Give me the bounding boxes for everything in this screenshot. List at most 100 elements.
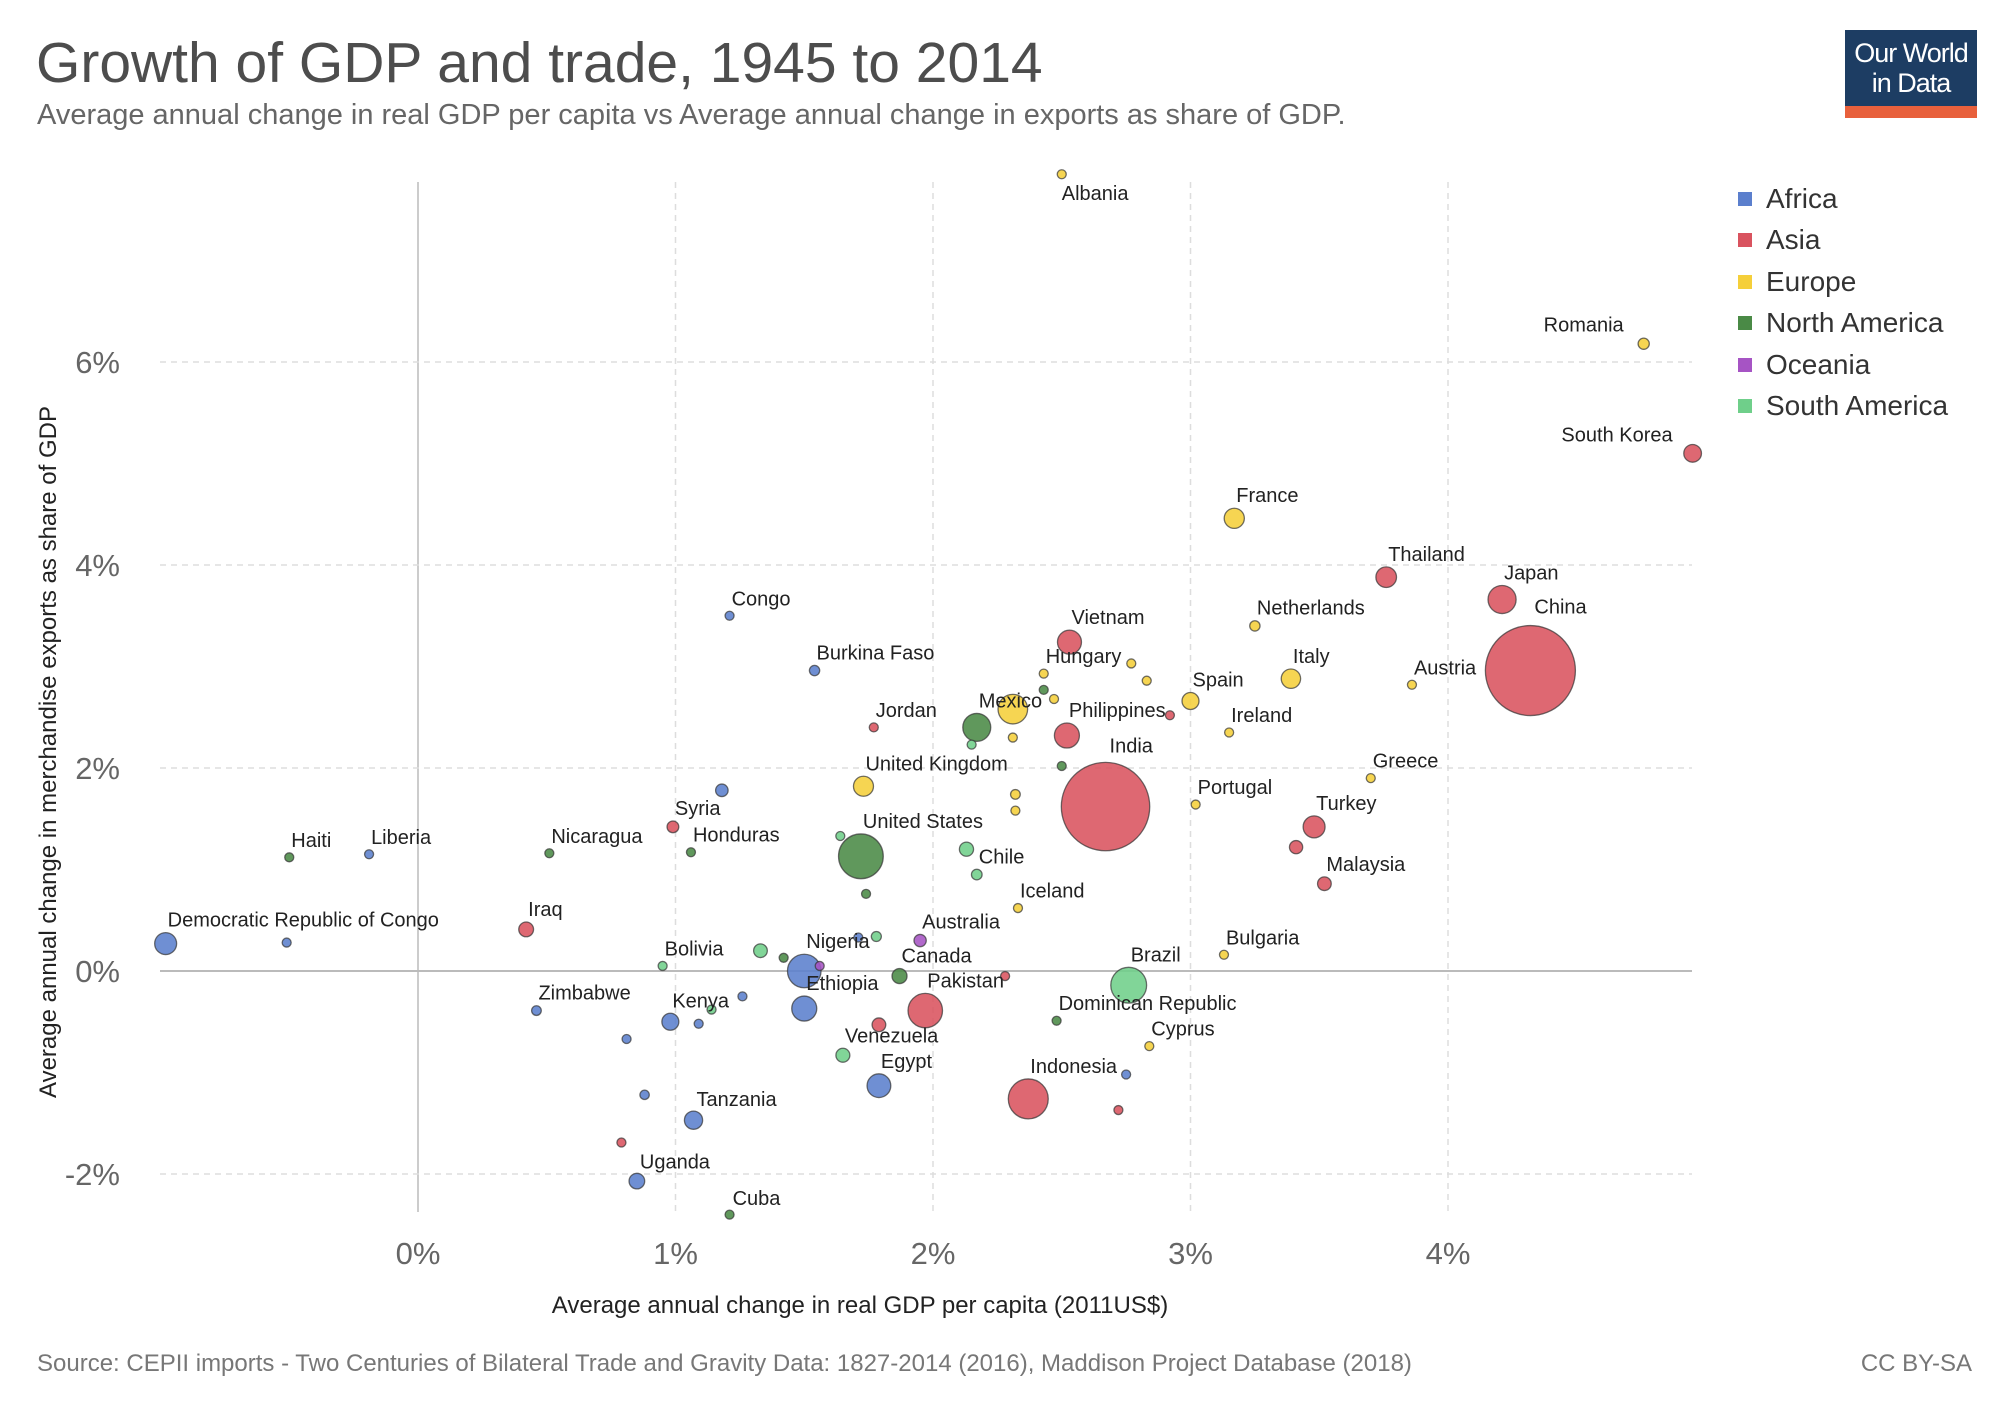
data-point[interactable] (737, 991, 748, 1002)
data-point-thailand[interactable] (1375, 566, 1398, 589)
data-point-cyprus[interactable] (1144, 1040, 1155, 1052)
data-point-haiti[interactable] (284, 852, 295, 863)
owid-logo[interactable]: Our World in Data (1845, 30, 1977, 118)
legend-item-south-america[interactable]: South America (1738, 386, 1948, 428)
logo-line-2: in Data (1871, 68, 1952, 98)
legend-item-asia[interactable]: Asia (1738, 220, 1948, 262)
point-label: Hungary (1046, 646, 1122, 668)
data-point[interactable] (853, 932, 864, 943)
legend-item-africa[interactable]: Africa (1738, 178, 1948, 220)
license-link[interactable]: CC BY-SA (1860, 1350, 1972, 1377)
point-label: Dominican Republic (1059, 993, 1237, 1015)
data-point-cuba[interactable] (724, 1209, 735, 1220)
data-point-italy[interactable] (1280, 668, 1302, 690)
data-point[interactable] (1141, 675, 1152, 686)
data-point[interactable] (1164, 710, 1176, 721)
data-point-ireland[interactable] (1223, 727, 1235, 738)
data-point-south-korea[interactable] (1683, 443, 1703, 463)
data-point[interactable] (752, 943, 768, 959)
data-point[interactable] (714, 783, 729, 798)
point-label: Congo (732, 588, 791, 610)
data-point-india[interactable] (1060, 761, 1151, 852)
data-point-honduras[interactable] (685, 847, 697, 858)
data-point[interactable] (958, 841, 975, 857)
x-tick-label: 3% (1168, 1236, 1213, 1271)
data-point-iceland[interactable] (1012, 902, 1024, 914)
data-point[interactable] (870, 930, 882, 943)
data-point[interactable] (621, 1033, 632, 1045)
data-point-nicaragua[interactable] (544, 848, 555, 859)
data-point-france[interactable] (1223, 507, 1246, 530)
data-point[interactable] (999, 970, 1011, 982)
data-point[interactable] (966, 739, 977, 750)
data-point[interactable] (871, 1017, 887, 1033)
data-point-vietnam[interactable] (1056, 629, 1083, 655)
data-point-democratic-republic-of-congo[interactable] (154, 931, 178, 956)
data-point-albania[interactable] (1056, 169, 1067, 180)
data-point[interactable] (1113, 1104, 1124, 1116)
data-point-indonesia[interactable] (1007, 1078, 1049, 1120)
data-point[interactable] (778, 952, 789, 963)
data-point-hungary[interactable] (1038, 668, 1049, 679)
data-point-tanzania[interactable] (683, 1110, 704, 1130)
data-point-united-states[interactable] (837, 833, 884, 880)
data-point[interactable] (1126, 658, 1137, 669)
data-point-japan[interactable] (1487, 584, 1517, 615)
data-point[interactable] (1007, 732, 1018, 743)
data-point-zimbabwe[interactable] (530, 1005, 542, 1017)
data-point[interactable] (835, 830, 846, 842)
data-point[interactable] (706, 1004, 717, 1015)
data-point-iraq[interactable] (518, 921, 535, 938)
data-point[interactable] (1056, 760, 1067, 772)
data-point-brazil[interactable] (1110, 966, 1148, 1004)
data-point-china[interactable] (1484, 624, 1577, 717)
data-point[interactable] (997, 693, 1029, 725)
data-point-greece[interactable] (1365, 773, 1376, 784)
data-point[interactable] (860, 888, 872, 900)
data-point[interactable] (1288, 839, 1304, 855)
data-point-united-kingdom[interactable] (852, 775, 875, 797)
data-point[interactable] (1010, 805, 1021, 816)
data-point-bolivia[interactable] (657, 960, 668, 972)
data-point-congo[interactable] (724, 610, 735, 621)
data-point-chile[interactable] (970, 868, 983, 881)
data-point-uganda[interactable] (628, 1172, 646, 1190)
data-point-burkina-faso[interactable] (808, 664, 821, 677)
data-point-austria[interactable] (1406, 679, 1418, 690)
legend-item-europe[interactable]: Europe (1738, 261, 1948, 303)
data-point[interactable] (693, 1018, 704, 1029)
data-point-turkey[interactable] (1302, 815, 1326, 839)
data-point-mexico[interactable] (962, 712, 992, 743)
data-point-ethiopia[interactable] (791, 995, 818, 1022)
data-point[interactable] (1048, 693, 1060, 705)
legend-item-north-america[interactable]: North America (1738, 303, 1948, 345)
data-point-philippines[interactable] (1053, 722, 1081, 749)
data-point-dominican-republic[interactable] (1051, 1015, 1062, 1026)
point-label: Thailand (1388, 544, 1465, 566)
data-point-kenya[interactable] (661, 1012, 680, 1031)
data-point-bulgaria[interactable] (1218, 949, 1230, 960)
data-point-romania[interactable] (1637, 337, 1650, 350)
data-point-venezuela[interactable] (835, 1047, 851, 1063)
data-point[interactable] (1120, 1069, 1132, 1080)
data-point-liberia[interactable] (363, 849, 375, 860)
legend-item-oceania[interactable]: Oceania (1738, 344, 1948, 386)
data-point[interactable] (814, 960, 825, 972)
data-point[interactable] (616, 1137, 627, 1148)
data-point[interactable] (1009, 788, 1021, 800)
data-point-egypt[interactable] (866, 1073, 892, 1099)
x-axis-label: Average annual change in real GDP per ca… (552, 1292, 1168, 1319)
data-point-canada[interactable] (891, 967, 908, 985)
data-point-syria[interactable] (666, 820, 680, 834)
data-point-jordan[interactable] (868, 722, 879, 733)
data-point-malaysia[interactable] (1316, 876, 1332, 892)
data-point-pakistan[interactable] (907, 992, 944, 1029)
data-point-spain[interactable] (1181, 691, 1200, 711)
data-point[interactable] (1038, 684, 1049, 695)
data-point[interactable] (639, 1089, 650, 1101)
data-point-portugal[interactable] (1190, 799, 1201, 810)
data-point-nigeria[interactable] (786, 953, 822, 989)
data-point-netherlands[interactable] (1249, 620, 1261, 632)
data-point[interactable] (281, 937, 292, 948)
data-point-australia[interactable] (913, 933, 927, 948)
